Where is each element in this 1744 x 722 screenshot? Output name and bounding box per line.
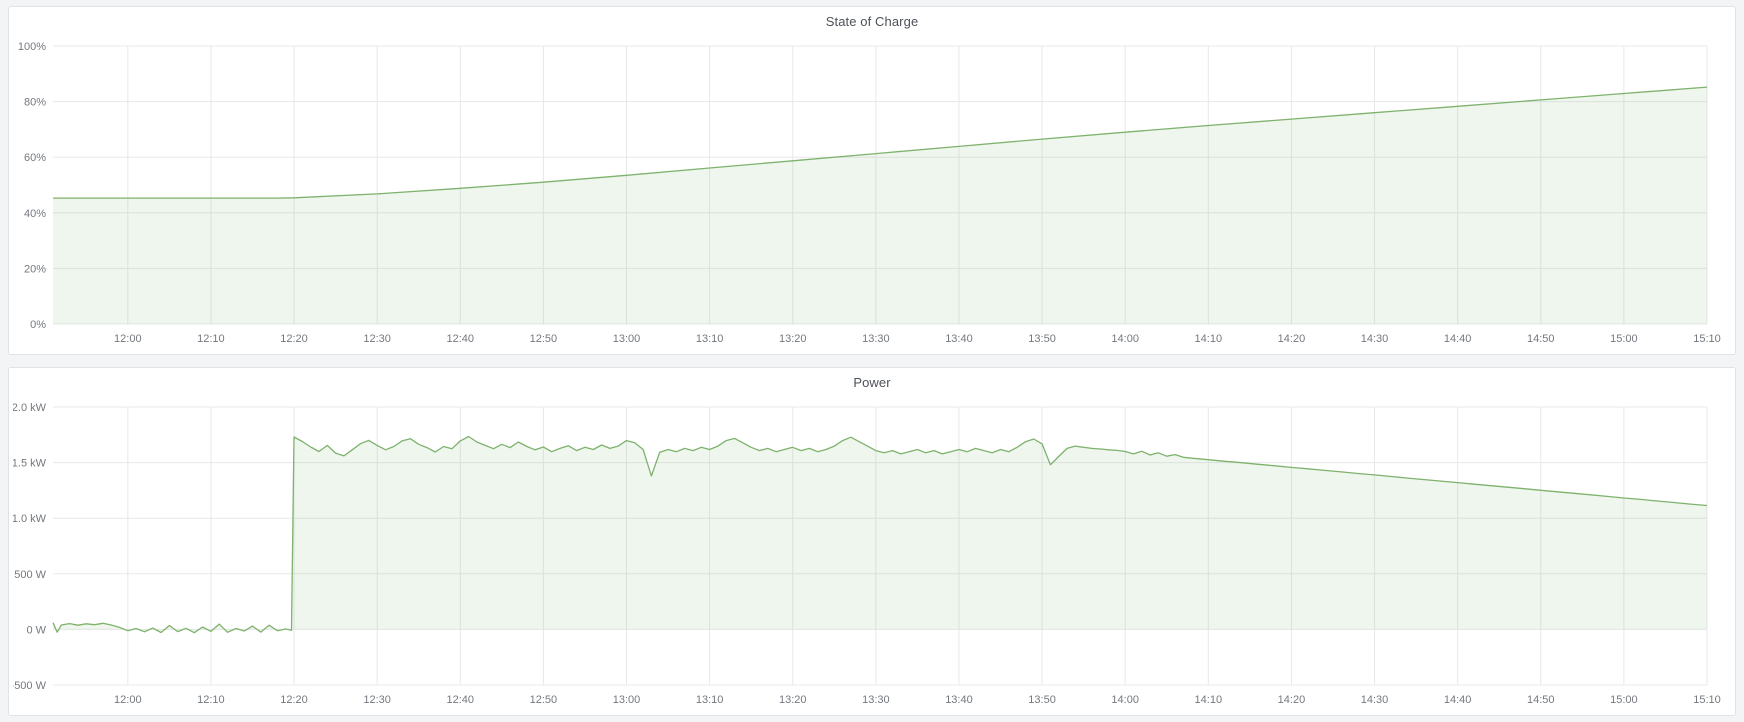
panel-state-of-charge: State of Charge 0% 20% 40% 60% 80% 100% 12:00 1… (8, 6, 1736, 355)
power-chart-area: -500 W 0 W 500 W 1.0 kW 1.5 kW 2.0 kW 12:00 12:… (13, 396, 1731, 711)
x-tick-label: 13:10 (696, 694, 724, 706)
x-tick-label: 15:00 (1610, 333, 1638, 345)
x-tick-label: 13:00 (613, 694, 641, 706)
y-tick-label: 500 W (14, 569, 46, 581)
x-tick-label: 12:00 (114, 333, 142, 345)
series-area (53, 87, 1707, 324)
x-tick-label: 13:50 (1028, 333, 1056, 345)
x-tick-label: 13:40 (945, 333, 973, 345)
panel-header-state-of-charge[interactable]: State of Charge (9, 7, 1735, 35)
x-tick-label: 14:30 (1361, 333, 1389, 345)
x-tick-label: 12:20 (280, 694, 308, 706)
x-tick-label: 12:10 (197, 694, 225, 706)
series-line (53, 86, 1708, 199)
x-tick-label: 14:10 (1195, 694, 1223, 706)
x-tick-label: 12:30 (363, 333, 391, 345)
y-tick-label: 1.0 kW (13, 513, 47, 525)
y-tick-label: 0% (30, 319, 46, 331)
y-tick-label: 80% (24, 97, 46, 109)
x-tick-label: 12:40 (447, 694, 475, 706)
x-tick-label: 15:00 (1610, 694, 1638, 706)
x-tick-label: 14:20 (1278, 333, 1306, 345)
state-of-charge-chart[interactable]: 0% 20% 40% 60% 80% 100% 12:00 12:10 12:20 12:30 12… (13, 35, 1731, 350)
x-tick-label: 14:40 (1444, 333, 1472, 345)
y-tick-label: 100% (18, 41, 46, 53)
y-tick-label: 0 W (26, 624, 46, 636)
y-tick-label: -500 W (13, 680, 47, 692)
x-tick-label: 12:30 (363, 694, 391, 706)
panel-title-state-of-charge[interactable]: State of Charge (825, 13, 919, 29)
panel-header-power[interactable]: Power (9, 368, 1735, 396)
x-tick-label: 14:40 (1444, 694, 1472, 706)
x-tick-label: 14:50 (1527, 333, 1555, 345)
x-tick-label: 15:10 (1693, 333, 1721, 345)
series-area (53, 436, 1707, 633)
x-tick-label: 14:30 (1361, 694, 1389, 706)
x-tick-label: 12:50 (530, 694, 558, 706)
y-tick-label: 2.0 kW (13, 402, 47, 414)
x-tick-label: 15:10 (1693, 694, 1721, 706)
x-tick-label: 14:50 (1527, 694, 1555, 706)
x-tick-label: 13:40 (945, 694, 973, 706)
x-tick-label: 12:40 (447, 333, 475, 345)
x-tick-label: 13:30 (862, 694, 890, 706)
x-tick-label: 13:20 (779, 333, 807, 345)
panel-power: Power -500 W 0 W 500 W 1.0 kW 1.5 kW 2.0 kW 12… (8, 367, 1736, 716)
x-tick-label: 13:50 (1028, 694, 1056, 706)
x-tick-label: 14:20 (1278, 694, 1306, 706)
power-chart[interactable]: -500 W 0 W 500 W 1.0 kW 1.5 kW 2.0 kW 12:00 12:… (13, 396, 1731, 711)
state-of-charge-chart-area: 0% 20% 40% 60% 80% 100% 12:00 12:10 12:20 12:30 12… (13, 35, 1731, 350)
series-line (52, 435, 1708, 634)
y-tick-label: 40% (24, 208, 46, 220)
panel-title-power[interactable]: Power (853, 374, 891, 390)
x-tick-label: 12:50 (530, 333, 558, 345)
x-tick-label: 12:00 (114, 694, 142, 706)
x-tick-label: 14:00 (1111, 333, 1139, 345)
x-tick-label: 13:00 (613, 333, 641, 345)
y-tick-label: 20% (24, 263, 46, 275)
x-tick-label: 14:10 (1195, 333, 1223, 345)
y-tick-label: 60% (24, 152, 46, 164)
x-tick-label: 13:30 (862, 333, 890, 345)
y-tick-label: 1.5 kW (13, 458, 47, 470)
x-tick-label: 12:10 (197, 333, 225, 345)
x-tick-label: 13:20 (779, 694, 807, 706)
x-tick-label: 14:00 (1111, 694, 1139, 706)
x-tick-label: 13:10 (696, 333, 724, 345)
x-tick-label: 12:20 (280, 333, 308, 345)
